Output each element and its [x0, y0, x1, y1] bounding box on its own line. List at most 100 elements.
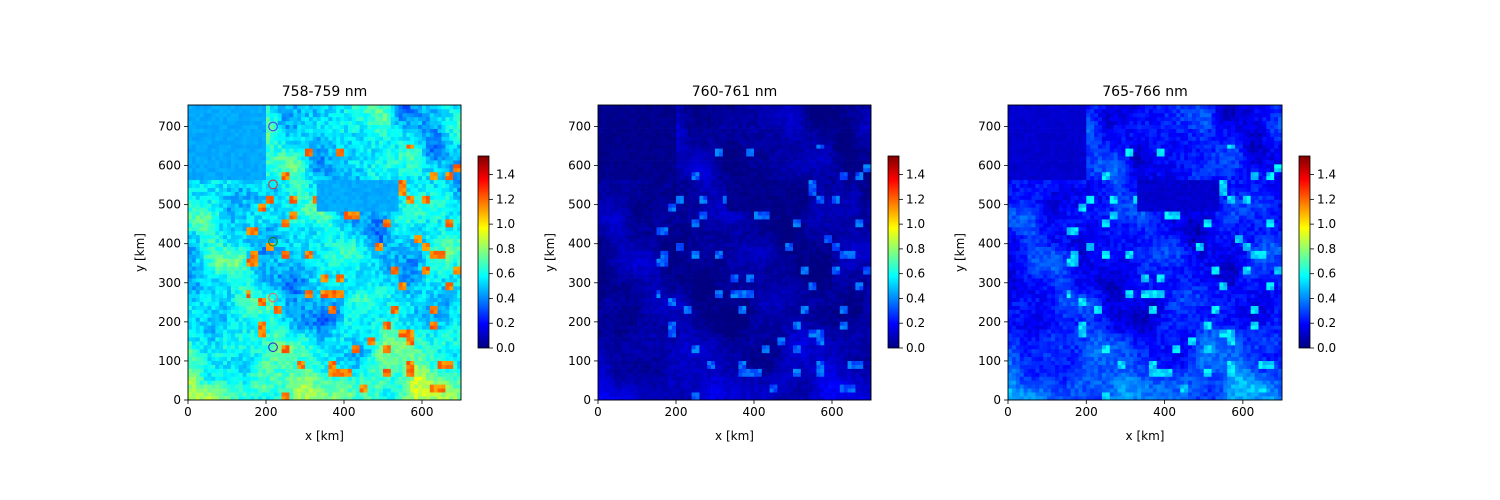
- heatmap-cell: [316, 360, 321, 365]
- heatmap-cell: [449, 392, 454, 397]
- heatmap-cell: [188, 356, 193, 362]
- heatmap-cell: [445, 254, 450, 259]
- heatmap-cell: [347, 321, 353, 326]
- heatmap-cell: [188, 199, 193, 204]
- heatmap-cell: [433, 278, 438, 283]
- heatmap-cell: [258, 144, 263, 149]
- heatmap-cell: [320, 270, 325, 275]
- heatmap-cell: [383, 278, 388, 283]
- heatmap-cell: [414, 301, 419, 306]
- heatmap-cell: [363, 305, 368, 310]
- heatmap-cell: [386, 226, 392, 232]
- heatmap-cell: [449, 297, 454, 303]
- heatmap-cell: [293, 223, 298, 228]
- heatmap-cell: [367, 160, 372, 165]
- heatmap-cell: [195, 341, 201, 346]
- heatmap-cell: [308, 132, 314, 137]
- heatmap-cell: [266, 171, 271, 177]
- heatmap-cell: [340, 207, 345, 212]
- heatmap-cell: [207, 333, 212, 338]
- heatmap-cell: [379, 329, 384, 334]
- heatmap-cell: [266, 152, 271, 157]
- heatmap-cell: [390, 274, 396, 279]
- heatmap-cell: [453, 388, 458, 393]
- heatmap-cell: [227, 282, 232, 287]
- heatmap-cell: [238, 203, 243, 208]
- heatmap-cell: [425, 388, 431, 393]
- heatmap-cell: [215, 223, 220, 228]
- heatmap-cell: [289, 360, 294, 365]
- heatmap-cell: [390, 175, 396, 181]
- heatmap-cell: [242, 301, 247, 306]
- heatmap-cell: [406, 183, 411, 188]
- heatmap-cell: [457, 309, 462, 314]
- heatmap-cell: [301, 195, 306, 200]
- heatmap-cell: [351, 160, 357, 165]
- heatmap-cell: [375, 262, 380, 267]
- heatmap-cell: [379, 132, 384, 137]
- heatmap-cell: [351, 270, 357, 275]
- heatmap-cell: [324, 160, 329, 165]
- heatmap-cell: [406, 124, 411, 129]
- heatmap-cell: [250, 352, 255, 358]
- heatmap-cell: [355, 128, 360, 133]
- heatmap-cell: [285, 254, 290, 259]
- heatmap-cell: [320, 356, 325, 362]
- heatmap-cell: [406, 360, 411, 365]
- heatmap-cell: [363, 309, 368, 314]
- heatmap-cell: [418, 364, 423, 369]
- heatmap-cell: [332, 392, 337, 397]
- heatmap-cell: [449, 230, 454, 236]
- heatmap-cell: [371, 175, 376, 181]
- heatmap-cell: [398, 293, 403, 299]
- heatmap-cell: [258, 380, 263, 385]
- heatmap-cell: [289, 156, 294, 161]
- heatmap-cell: [191, 219, 197, 224]
- heatmap-cell: [246, 171, 251, 177]
- heatmap-cell: [422, 120, 427, 126]
- heatmap-cell: [355, 152, 360, 157]
- heatmap-cell: [211, 360, 216, 365]
- heatmap-cell: [410, 356, 415, 362]
- heatmap-cell: [305, 258, 310, 263]
- heatmap-cell: [227, 175, 232, 181]
- heatmap-cell: [234, 388, 240, 393]
- heatmap-cell: [219, 376, 224, 381]
- heatmap-cell: [328, 136, 333, 141]
- heatmap-cell: [418, 388, 423, 393]
- heatmap-cell: [281, 144, 286, 149]
- heatmap-cell: [359, 293, 364, 299]
- heatmap-cell: [437, 317, 442, 322]
- heatmap-cell: [219, 321, 224, 326]
- heatmap-cell: [246, 266, 251, 271]
- heatmap-cell: [242, 211, 247, 216]
- heatmap-cell: [340, 368, 345, 373]
- heatmap-cell: [418, 321, 423, 326]
- heatmap-cell: [269, 234, 275, 240]
- heatmap-cell: [227, 238, 232, 244]
- heatmap-cell: [195, 293, 201, 299]
- heatmap-cell: [344, 179, 349, 185]
- heatmap-cell: [394, 242, 399, 247]
- heatmap-cell: [254, 313, 259, 318]
- heatmap-cell: [266, 238, 271, 244]
- heatmap-cell: [215, 305, 220, 310]
- heatmap-cell: [390, 337, 396, 342]
- heatmap-cell: [297, 282, 302, 287]
- heatmap-cell: [390, 360, 396, 365]
- heatmap-cell: [262, 376, 267, 381]
- heatmap-cell: [289, 254, 294, 259]
- heatmap-cell: [293, 364, 298, 369]
- heatmap-cell: [254, 333, 259, 338]
- heatmap-cell: [363, 215, 368, 220]
- heatmap-cell: [320, 317, 325, 322]
- heatmap-cell: [199, 156, 204, 161]
- heatmap-cell: [230, 384, 236, 389]
- heatmap-cell: [332, 136, 337, 141]
- heatmap-cell: [328, 325, 333, 330]
- heatmap-cell: [266, 230, 271, 236]
- heatmap-cell: [285, 392, 290, 397]
- heatmap-cell: [422, 132, 427, 137]
- heatmap-cell: [332, 207, 337, 212]
- heatmap-cell: [328, 164, 333, 169]
